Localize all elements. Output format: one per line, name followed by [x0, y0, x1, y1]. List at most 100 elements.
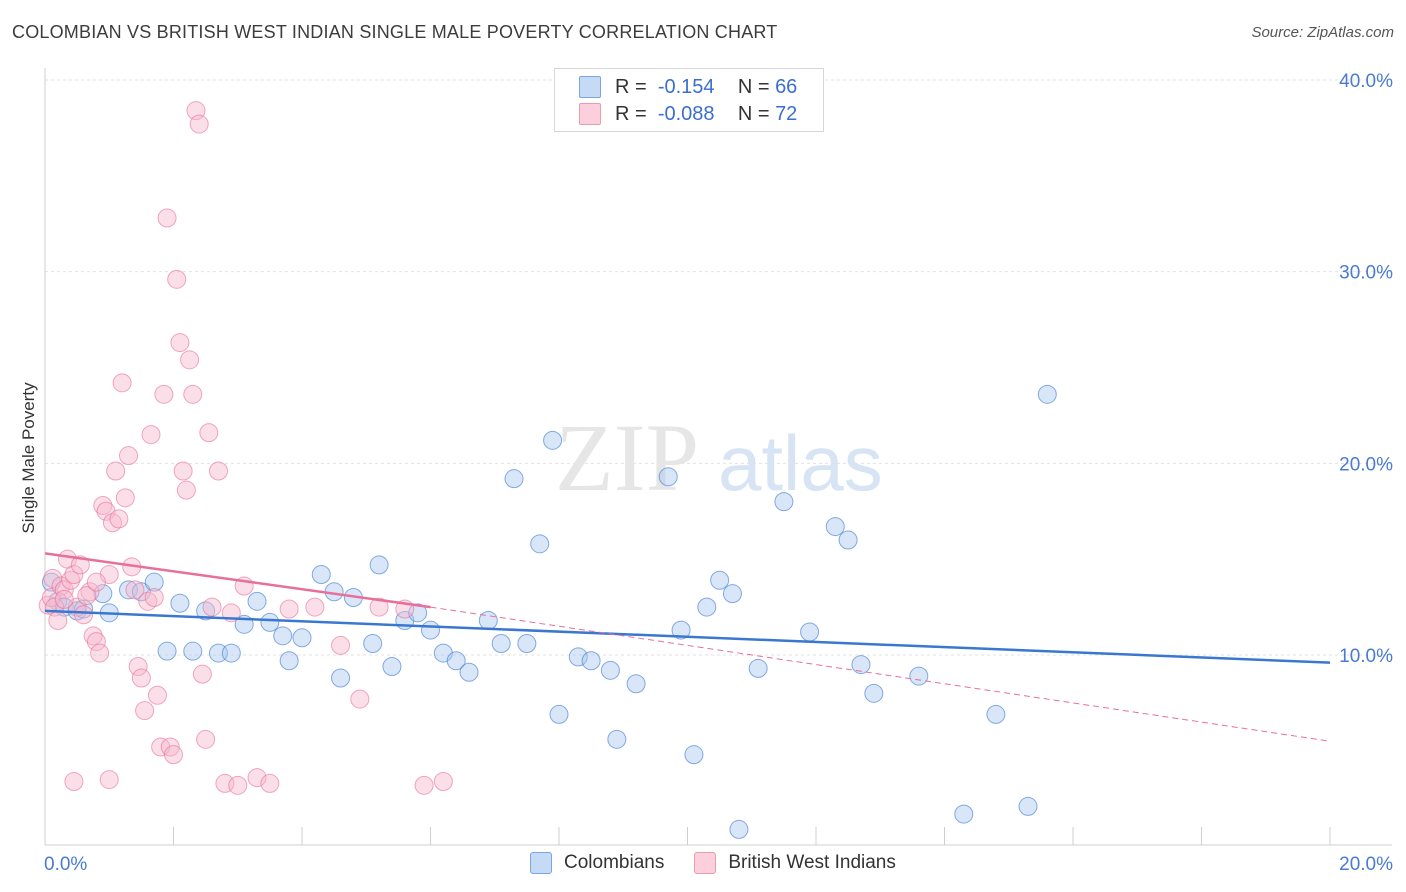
- data-point: [160, 737, 180, 757]
- bottom-legend: Colombians British West Indians: [530, 852, 926, 874]
- data-point: [141, 425, 161, 445]
- data-point: [408, 603, 428, 623]
- legend-r-value: -0.088: [657, 102, 715, 125]
- data-point: [260, 612, 280, 632]
- data-point: [106, 461, 126, 481]
- data-point: [86, 632, 106, 652]
- data-point: [710, 570, 730, 590]
- legend-row-british-west-indians: R = -0.088 N = 72: [579, 102, 797, 126]
- legend-n-value: 66: [775, 75, 798, 98]
- legend-r-label: R =: [615, 75, 647, 98]
- trend-line-dashed: [430, 606, 1331, 742]
- data-point: [1037, 384, 1057, 404]
- data-point: [363, 634, 383, 653]
- data-point: [90, 643, 110, 663]
- data-point: [183, 384, 203, 404]
- chart-title: COLOMBIAN VS BRITISH WEST INDIAN SINGLE …: [12, 22, 778, 42]
- data-point: [176, 480, 196, 500]
- data-point: [48, 611, 68, 630]
- data-point: [279, 651, 299, 671]
- watermark: ZIP atlas: [555, 404, 883, 511]
- legend-r-value: -0.154: [657, 75, 715, 98]
- data-point: [273, 626, 293, 646]
- data-point: [61, 570, 81, 590]
- data-point: [607, 729, 627, 749]
- trend-line-solid: [44, 552, 431, 609]
- data-point: [722, 584, 742, 604]
- data-point: [128, 657, 148, 676]
- legend-label-colombians: Colombians: [564, 852, 665, 873]
- data-point: [196, 729, 216, 749]
- data-point: [851, 655, 871, 675]
- data-point: [154, 384, 174, 404]
- y-tick-label: 20.0%: [1339, 454, 1393, 475]
- data-point: [504, 469, 524, 489]
- trend-line-solid: [44, 609, 1331, 664]
- axes: [44, 68, 1392, 846]
- data-point: [228, 775, 248, 795]
- data-point: [247, 591, 267, 611]
- data-point: [221, 643, 241, 663]
- data-point: [292, 628, 312, 648]
- y-tick-label: 40.0%: [1339, 71, 1393, 92]
- data-point: [331, 668, 351, 688]
- data-point: [1018, 796, 1038, 816]
- data-point: [954, 804, 974, 824]
- data-point: [164, 745, 183, 765]
- data-point: [697, 597, 717, 617]
- grid-lines: [45, 79, 1392, 656]
- x-tick-label: 20.0%: [1339, 854, 1393, 875]
- data-point: [183, 641, 203, 661]
- data-point: [684, 745, 704, 765]
- legend-item-colombians[interactable]: Colombians: [530, 852, 664, 874]
- data-point: [774, 492, 794, 512]
- data-point: [64, 772, 84, 791]
- watermark-zip: ZIP: [555, 404, 699, 511]
- data-point: [800, 622, 820, 642]
- y-tick-label: 30.0%: [1339, 263, 1393, 284]
- data-point: [600, 660, 620, 680]
- y-axis-label: Single Male Poverty: [19, 382, 38, 534]
- data-point: [581, 651, 601, 671]
- data-point: [279, 599, 299, 619]
- data-point: [382, 657, 402, 676]
- legend-n-value: 72: [775, 102, 798, 125]
- data-point: [83, 626, 103, 646]
- data-point: [549, 704, 569, 724]
- data-point: [208, 461, 228, 481]
- watermark-atlas: atlas: [718, 419, 883, 507]
- trend-lines: [44, 552, 1331, 742]
- x-tick-label: 0.0%: [44, 854, 87, 875]
- data-point: [144, 572, 164, 592]
- data-point: [433, 772, 453, 791]
- data-point: [157, 641, 177, 661]
- legend-label-british-west-indians: British West Indians: [728, 852, 896, 873]
- data-point: [157, 208, 177, 228]
- data-point: [568, 647, 588, 667]
- data-point: [109, 509, 129, 529]
- legend-item-british-west-indians[interactable]: British West Indians: [694, 852, 896, 874]
- data-point: [748, 658, 768, 678]
- data-point: [54, 589, 74, 609]
- data-point: [99, 770, 119, 790]
- data-point: [115, 488, 135, 508]
- data-point: [74, 605, 94, 625]
- data-point: [93, 496, 113, 515]
- data-point: [530, 534, 550, 554]
- data-point: [77, 586, 97, 606]
- data-point: [147, 685, 167, 705]
- series-british-west-indians: [38, 101, 453, 795]
- data-point: [729, 819, 749, 839]
- data-point: [192, 664, 212, 684]
- data-point: [80, 582, 100, 602]
- data-point: [131, 582, 151, 602]
- legend-swatch-blue: [530, 852, 552, 874]
- data-point: [864, 683, 884, 703]
- data-point: [446, 651, 466, 671]
- data-point: [54, 580, 74, 600]
- data-point: [421, 620, 440, 640]
- legend-swatch-pink: [694, 852, 717, 874]
- data-point: [64, 565, 84, 584]
- data-point: [125, 580, 145, 600]
- data-point: [119, 446, 139, 466]
